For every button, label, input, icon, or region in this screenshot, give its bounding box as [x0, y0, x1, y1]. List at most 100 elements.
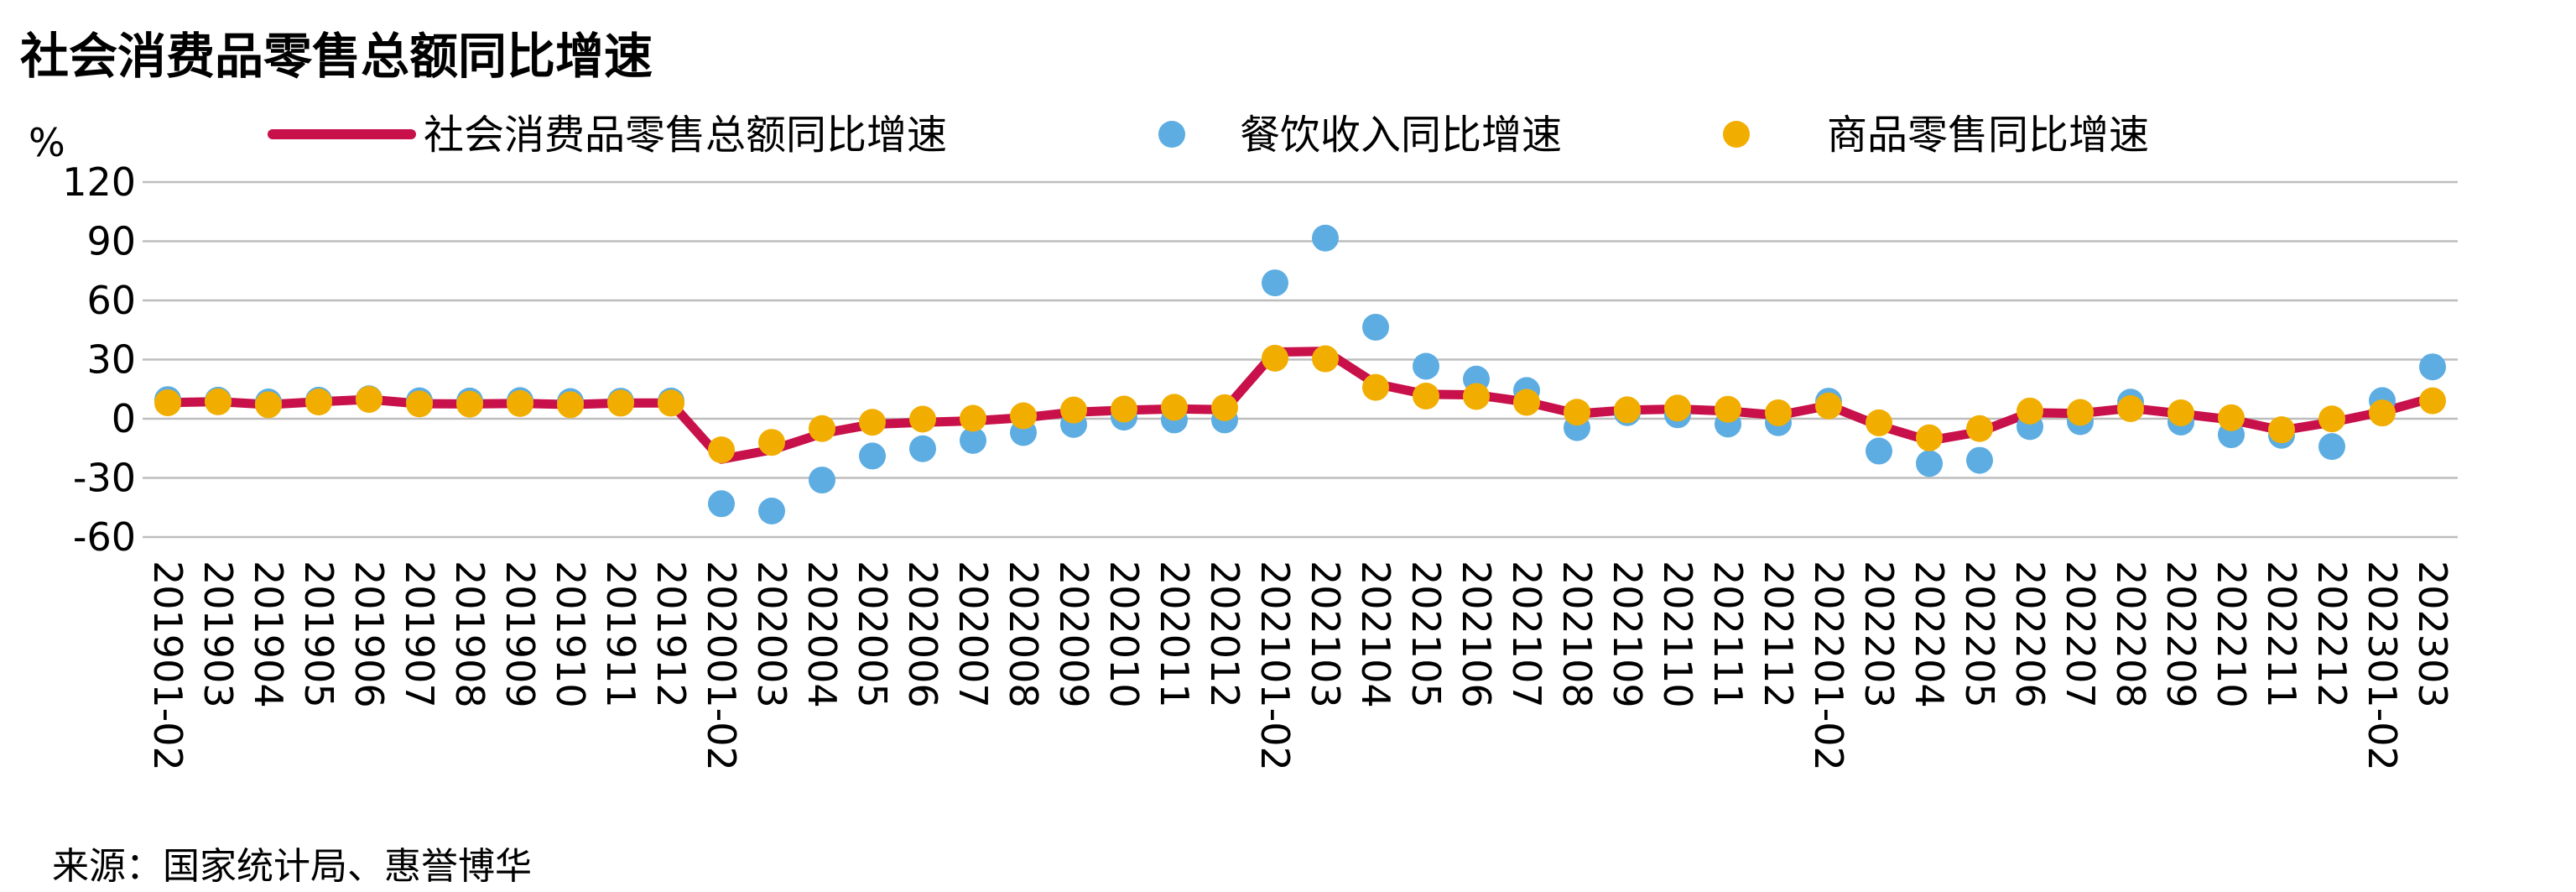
x-tick-label: 201908 — [447, 561, 492, 708]
point-goods — [1815, 392, 1842, 420]
x-tick-label: 202204 — [1907, 561, 1952, 708]
x-tick-label: 202006 — [900, 561, 945, 708]
x-tick-label: 202104 — [1353, 561, 1398, 708]
x-tick-label: 202008 — [1001, 561, 1046, 708]
point-goods — [809, 415, 835, 442]
x-tick-label: 201903 — [195, 561, 241, 708]
y-tick-label: 60 — [86, 278, 136, 323]
x-axis-ticks: 201901-02 201903 201904 201905 201906 201907 2… — [145, 561, 2455, 771]
point-catering — [909, 435, 936, 462]
point-goods — [1564, 399, 1590, 426]
x-tick-label: 202011 — [1152, 561, 1197, 708]
x-tick-label: 201901-02 — [145, 561, 190, 771]
point-goods — [2117, 395, 2144, 423]
point-goods — [1262, 344, 1288, 372]
x-tick-label: 201907 — [397, 561, 442, 708]
point-goods — [1211, 394, 1238, 421]
point-goods — [2218, 404, 2245, 431]
point-catering — [1362, 313, 1389, 341]
point-catering — [1312, 224, 1339, 252]
point-goods — [456, 390, 483, 418]
legend-label: 社会消费品零售总额同比增速 — [424, 112, 947, 159]
point-catering — [2318, 433, 2345, 461]
point-catering — [1866, 437, 1892, 465]
point-catering — [960, 426, 986, 454]
x-tick-label: 202110 — [1655, 561, 1700, 708]
legend-label: 餐饮收入同比增速 — [1240, 112, 1562, 159]
x-tick-label: 201910 — [548, 561, 593, 708]
point-goods — [1966, 415, 1993, 442]
y-tick-label: -30 — [73, 456, 136, 501]
y-tick-label: 120 — [62, 159, 136, 205]
x-tick-label: 202009 — [1051, 561, 1096, 708]
point-goods — [305, 389, 332, 416]
x-tick-label: 202303 — [2410, 561, 2455, 708]
point-catering — [708, 490, 735, 518]
point-goods — [1765, 399, 1792, 426]
point-goods — [1916, 424, 1943, 451]
x-tick-label: 202212 — [2309, 561, 2355, 708]
point-goods — [356, 385, 382, 413]
point-goods — [909, 405, 936, 433]
x-tick-label: 202109 — [1605, 561, 1650, 708]
x-tick-label: 201904 — [246, 561, 291, 708]
point-catering — [1966, 446, 1993, 474]
point-goods — [1010, 402, 1037, 430]
x-tick-label: 202203 — [1856, 561, 1902, 708]
y-tick-label: 0 — [112, 396, 136, 441]
x-tick-label: 202206 — [2007, 561, 2053, 708]
point-catering — [1262, 269, 1288, 297]
legend-swatch-dot — [1723, 121, 1750, 148]
point-goods — [2017, 397, 2043, 425]
x-tick-label: 202207 — [2058, 561, 2103, 708]
point-goods — [1866, 409, 1892, 436]
x-tick-label: 202111 — [1705, 561, 1751, 708]
point-goods — [1715, 395, 1741, 423]
series-layer — [154, 224, 2446, 524]
x-tick-label: 202112 — [1756, 561, 1801, 708]
point-goods — [1060, 396, 1087, 424]
point-goods — [507, 389, 533, 417]
point-catering — [1413, 352, 1439, 380]
x-tick-label: 202208 — [2108, 561, 2153, 708]
point-goods — [658, 389, 684, 417]
series-line-retail-total — [163, 347, 2438, 464]
x-tick-label: 202108 — [1554, 561, 1600, 708]
legend-swatch-dot — [1158, 121, 1185, 148]
point-goods — [1664, 394, 1691, 422]
point-goods — [2369, 399, 2396, 427]
x-tick-label: 202003 — [749, 561, 794, 708]
point-goods — [2419, 387, 2446, 415]
y-tick-label: 90 — [86, 219, 136, 264]
legend: 社会消费品零售总额同比增速 餐饮收入同比增速 商品零售同比增速 — [268, 112, 2149, 159]
x-tick-label: 202201-02 — [1806, 561, 1851, 771]
chart-title: 社会消费品零售总额同比增速 — [20, 28, 653, 85]
point-goods — [2318, 405, 2345, 433]
x-tick-label: 201905 — [296, 561, 341, 708]
point-catering — [1916, 450, 1943, 477]
point-goods — [607, 389, 634, 417]
gridlines — [143, 180, 2458, 539]
x-tick-label: 202012 — [1202, 561, 1247, 708]
x-tick-label: 202106 — [1454, 561, 1499, 708]
y-tick-label: -60 — [73, 514, 136, 560]
point-catering — [2419, 353, 2446, 381]
legend-label: 商品零售同比增速 — [1827, 112, 2149, 159]
point-goods — [2167, 399, 2194, 426]
x-tick-label: 202209 — [2158, 561, 2204, 708]
x-tick-label: 202005 — [850, 561, 895, 708]
point-goods — [1161, 394, 1188, 421]
x-tick-label: 202211 — [2259, 561, 2304, 708]
point-goods — [708, 436, 735, 464]
point-goods — [205, 388, 232, 415]
point-goods — [154, 389, 181, 416]
x-tick-label: 202004 — [799, 561, 845, 708]
y-axis-ticks: 120 90 60 30 0 -30 -60 — [62, 159, 136, 560]
x-tick-label: 202010 — [1101, 561, 1147, 708]
x-tick-label: 202103 — [1303, 561, 1348, 708]
point-goods — [557, 391, 584, 419]
x-tick-label: 202301-02 — [2360, 561, 2405, 771]
x-tick-label: 201912 — [648, 561, 694, 708]
source-note: 来源：国家统计局、惠誉博华 — [52, 845, 532, 888]
